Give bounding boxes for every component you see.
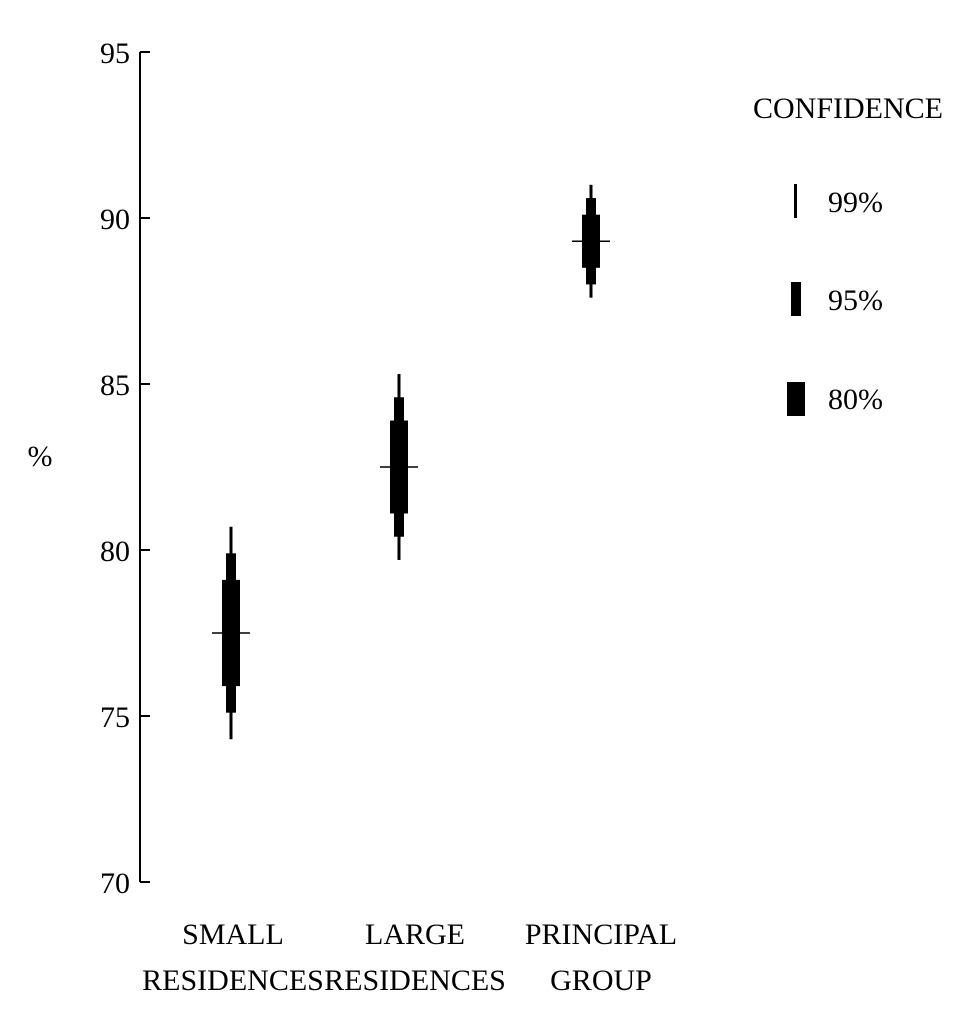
legend-label-80: 80% <box>828 383 883 416</box>
y-tick-label: 80 <box>100 535 130 568</box>
category-label-principal-line2: GROUP <box>550 964 652 997</box>
category-label-small-line1: SMALL <box>182 918 284 951</box>
legend: CONFIDENCE 99% 95% 80% <box>753 92 943 416</box>
y-axis-label: % <box>28 440 53 473</box>
legend-title: CONFIDENCE <box>753 92 943 125</box>
legend-label-95: 95% <box>828 284 883 317</box>
category-label-large-line2: RESIDENCES <box>324 964 506 997</box>
y-tick-label: 70 <box>100 867 130 900</box>
category-label-large-line1: LARGE <box>365 918 465 951</box>
category-label-small-line2: RESIDENCES <box>142 964 324 997</box>
y-tick-label: 90 <box>100 203 130 236</box>
legend-swatch-80 <box>787 382 805 416</box>
legend-swatch-95 <box>791 282 801 316</box>
category-label-principal-line1: PRINCIPAL <box>525 918 677 951</box>
y-tick-label: 95 <box>100 37 130 70</box>
y-tick-label: 75 <box>100 701 130 734</box>
interval-marks <box>212 184 610 740</box>
y-axis-ticks: 95 90 85 80 75 70 <box>100 37 150 900</box>
legend-label-99: 99% <box>828 186 883 219</box>
y-tick-label: 85 <box>100 369 130 402</box>
legend-swatch-99 <box>794 184 797 218</box>
